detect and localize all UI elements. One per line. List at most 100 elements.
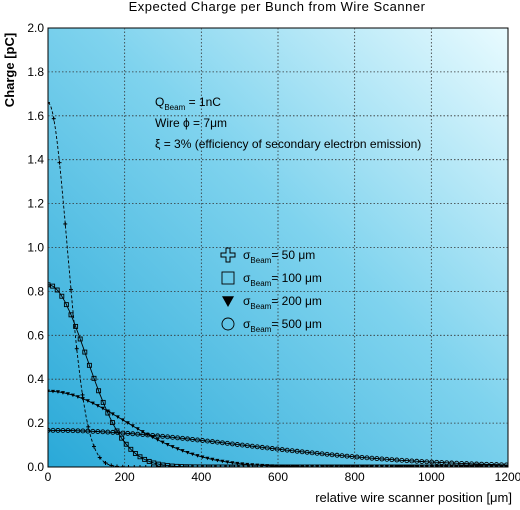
data-point xyxy=(464,461,470,467)
data-point xyxy=(110,429,116,435)
data-point xyxy=(68,312,74,318)
data-point xyxy=(293,465,298,467)
data-point xyxy=(353,464,359,467)
x-axis-label: relative wire scanner position [μm] xyxy=(315,490,512,505)
data-point xyxy=(344,464,350,467)
data-point xyxy=(327,465,332,467)
data-point xyxy=(54,287,60,293)
data-point xyxy=(230,465,234,467)
data-point xyxy=(439,465,444,467)
data-point xyxy=(396,465,401,467)
data-point xyxy=(249,443,255,449)
data-point xyxy=(85,399,90,403)
data-point xyxy=(274,446,280,452)
data-point xyxy=(385,464,391,467)
data-point xyxy=(419,459,425,464)
data-point xyxy=(215,458,220,463)
data-point xyxy=(409,465,414,467)
data-point xyxy=(413,464,419,467)
data-point xyxy=(384,456,390,462)
data-point xyxy=(431,464,437,467)
data-point xyxy=(454,460,460,466)
data-point xyxy=(155,461,161,467)
data-point xyxy=(459,460,465,466)
data-point xyxy=(414,465,419,467)
data-point xyxy=(275,464,280,467)
data-point xyxy=(303,464,309,467)
data-point xyxy=(135,431,141,437)
data-point xyxy=(125,430,131,436)
data-point xyxy=(165,434,171,440)
data-point xyxy=(65,392,70,396)
data-point xyxy=(74,346,79,351)
data-point xyxy=(55,390,60,394)
axis-ticks: 0 200 400 600 800 1000 1200 0.0 0.2 0.4 0.6 0.8 1.0 1… xyxy=(27,21,520,484)
data-point xyxy=(244,443,250,449)
data-point xyxy=(197,464,203,467)
data-point xyxy=(265,464,270,467)
y-tick-label: 1.4 xyxy=(27,153,44,167)
data-point xyxy=(212,465,217,467)
data-point xyxy=(97,455,102,460)
legend-item-200: σBeam= 200 μm xyxy=(222,294,322,311)
data-point xyxy=(91,375,97,381)
data-point xyxy=(145,432,151,438)
data-point xyxy=(354,454,360,460)
y-tick-label: 0.8 xyxy=(27,284,44,298)
data-point xyxy=(269,446,275,451)
data-point xyxy=(345,465,349,467)
data-point xyxy=(281,465,286,467)
data-point xyxy=(48,100,50,105)
data-point xyxy=(224,464,230,467)
data-point xyxy=(436,464,442,467)
data-point xyxy=(110,412,115,417)
x-tick-label: 1200 xyxy=(495,470,520,484)
data-point xyxy=(180,449,185,453)
data-point xyxy=(339,453,345,459)
data-point xyxy=(128,446,134,452)
legend-marker xyxy=(221,271,235,285)
data-point xyxy=(86,362,92,368)
data-point xyxy=(82,349,88,355)
y-tick-label: 1.2 xyxy=(27,197,44,211)
data-point xyxy=(290,464,295,467)
legend-label: σBeam= 200 μm xyxy=(243,294,322,311)
data-point xyxy=(235,465,240,467)
data-point xyxy=(130,431,136,437)
data-point xyxy=(120,464,125,467)
data-point xyxy=(151,460,157,466)
data-point xyxy=(59,293,65,299)
annotation-efficiency: ξ = 3% (efficiency of secondary electron… xyxy=(155,137,421,151)
data-point xyxy=(255,463,260,467)
data-point xyxy=(362,464,368,467)
legend: σBeam= 50 μm σBeam= 100 μm σBeam= 200 μm σB… xyxy=(220,247,322,334)
data-point xyxy=(304,449,310,455)
data-point xyxy=(424,459,430,465)
data-point xyxy=(454,465,459,467)
data-point xyxy=(165,442,170,447)
data-point xyxy=(434,459,440,465)
data-point xyxy=(504,462,508,467)
data-point xyxy=(188,464,194,467)
data-point xyxy=(77,336,83,342)
data-point xyxy=(100,429,106,435)
y-tick-label: 0.2 xyxy=(27,416,44,430)
data-point xyxy=(161,465,165,467)
data-point xyxy=(75,395,80,399)
data-point xyxy=(379,465,384,467)
data-point xyxy=(305,465,310,467)
data-point xyxy=(316,464,322,467)
data-point xyxy=(250,463,255,467)
data-point xyxy=(280,464,285,467)
data-point xyxy=(50,427,56,433)
data-point xyxy=(335,465,340,467)
data-point xyxy=(294,448,300,454)
y-axis-label: Charge [pC] xyxy=(2,33,17,107)
data-point xyxy=(195,454,200,458)
data-point xyxy=(489,462,494,467)
data-point xyxy=(86,424,91,429)
data-point xyxy=(175,447,180,451)
data-point xyxy=(484,461,489,467)
data-point xyxy=(123,441,129,447)
